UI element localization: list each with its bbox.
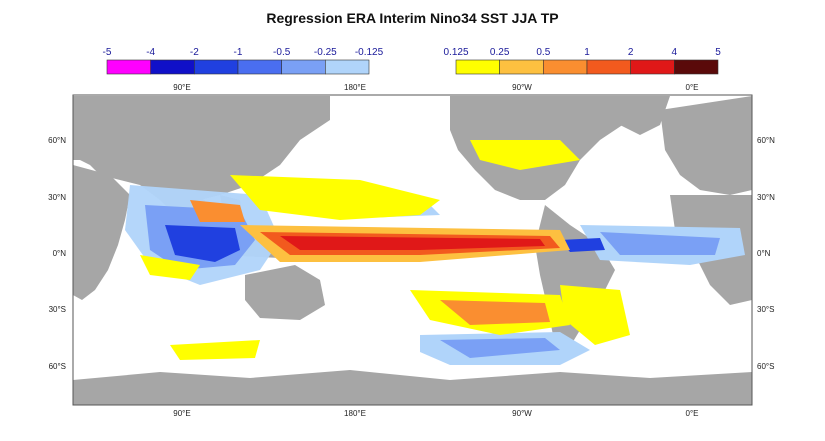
- field-yellow-np: [230, 175, 440, 220]
- land-greenland: [610, 96, 670, 135]
- colorbar-negative-swatch: [150, 59, 195, 75]
- bottom-lon-label: 90°W: [512, 409, 532, 418]
- field-yellow-sa: [560, 285, 630, 345]
- colorbar-positive-swatch: [630, 59, 675, 75]
- map-title: Regression ERA Interim Nino34 SST JJA TP: [266, 10, 559, 26]
- field-deepblue-ne: [560, 238, 605, 252]
- field-yellow-so: [170, 340, 260, 360]
- field-orange-sp: [440, 300, 550, 325]
- bottom-lon-label: 90°E: [173, 409, 190, 418]
- field-deepblue-io: [165, 225, 240, 262]
- colorbar-positive-swatch: [543, 59, 588, 75]
- colorbar-negative-swatch: [325, 59, 370, 75]
- land-australia: [245, 265, 325, 320]
- colorbar-negative-swatch: [281, 59, 326, 75]
- land-antarctica: [73, 370, 752, 405]
- right-lat-label: 30°N: [757, 193, 775, 202]
- colorbar-negative-tick-label: -0.25: [314, 47, 337, 58]
- land-europe-east: [660, 96, 752, 195]
- right-lat-label: 60°S: [757, 362, 774, 371]
- field-blue-atl: [600, 232, 720, 255]
- left-latitude-labels: 60°N 30°N 0°N 30°S 60°S: [48, 136, 66, 371]
- land-eurasia: [73, 96, 330, 215]
- colorbar-negative-tick-label: -2: [190, 47, 199, 58]
- colorbar-positive-tick-label: 0.25: [490, 47, 510, 58]
- colorbar-positive-tick-label: 5: [715, 47, 721, 58]
- right-latitude-labels: 60°N 30°N 0°N 30°S 60°S: [757, 136, 775, 371]
- colorbar-positive-swatch: [455, 59, 500, 75]
- colorbar-positive: 0.125 0.25 0.5 1 2 4 5: [443, 47, 721, 75]
- left-lat-label: 60°N: [48, 136, 66, 145]
- colorbar-negative-swatch: [237, 59, 282, 75]
- top-longitude-labels: 90°E 180°E 90°W 0°E: [173, 83, 698, 92]
- top-lon-label: 90°W: [512, 83, 532, 92]
- top-lon-label: 90°E: [173, 83, 190, 92]
- colorbar-positive-tick-label: 0.125: [443, 47, 468, 58]
- colorbar-positive-swatch: [586, 59, 631, 75]
- colorbar-negative-tick-label: -0.5: [273, 47, 291, 58]
- colorbar-negative-tick-label: -0.125: [355, 47, 384, 58]
- colorbar-negative-swatch: [194, 59, 239, 75]
- bottom-lon-label: 0°E: [686, 409, 699, 418]
- bottom-lon-label: 180°E: [344, 409, 366, 418]
- colorbar-negative-tick-label: -1: [234, 47, 243, 58]
- map-panel: [72, 94, 753, 406]
- bottom-longitude-labels: 90°E 180°E 90°W 0°E: [173, 409, 698, 418]
- colorbar-positive-tick-label: 4: [672, 47, 678, 58]
- right-lat-label: 60°N: [757, 136, 775, 145]
- left-lat-label: 0°N: [53, 249, 67, 258]
- regression-field: [125, 140, 745, 365]
- field-yellow-nat: [470, 140, 580, 170]
- top-lon-label: 0°E: [686, 83, 699, 92]
- field-blue-sp: [440, 338, 560, 358]
- field-yellow-io-s: [140, 255, 200, 280]
- colorbar-positive-swatch: [674, 59, 719, 75]
- colorbar-positive-tick-label: 1: [584, 47, 590, 58]
- left-lat-label: 60°S: [49, 362, 66, 371]
- right-lat-label: 0°N: [757, 249, 771, 258]
- land-africa: [73, 165, 130, 300]
- colorbar-positive-swatch: [499, 59, 544, 75]
- colorbar-positive-tick-label: 0.5: [536, 47, 550, 58]
- colorbar-negative-tick-label: -5: [103, 47, 112, 58]
- colorbar-negative-swatch: [106, 59, 151, 75]
- right-lat-label: 30°S: [757, 305, 774, 314]
- field-red-eq: [280, 236, 545, 250]
- colorbar-negative-tick-label: -4: [146, 47, 155, 58]
- left-lat-label: 30°S: [49, 305, 66, 314]
- colorbar-negative: -5 -4 -2 -1 -0.5 -0.25 -0.125: [103, 47, 384, 75]
- field-orange-wp: [190, 200, 245, 222]
- left-lat-label: 30°N: [48, 193, 66, 202]
- colorbar-positive-tick-label: 2: [628, 47, 634, 58]
- top-lon-label: 180°E: [344, 83, 366, 92]
